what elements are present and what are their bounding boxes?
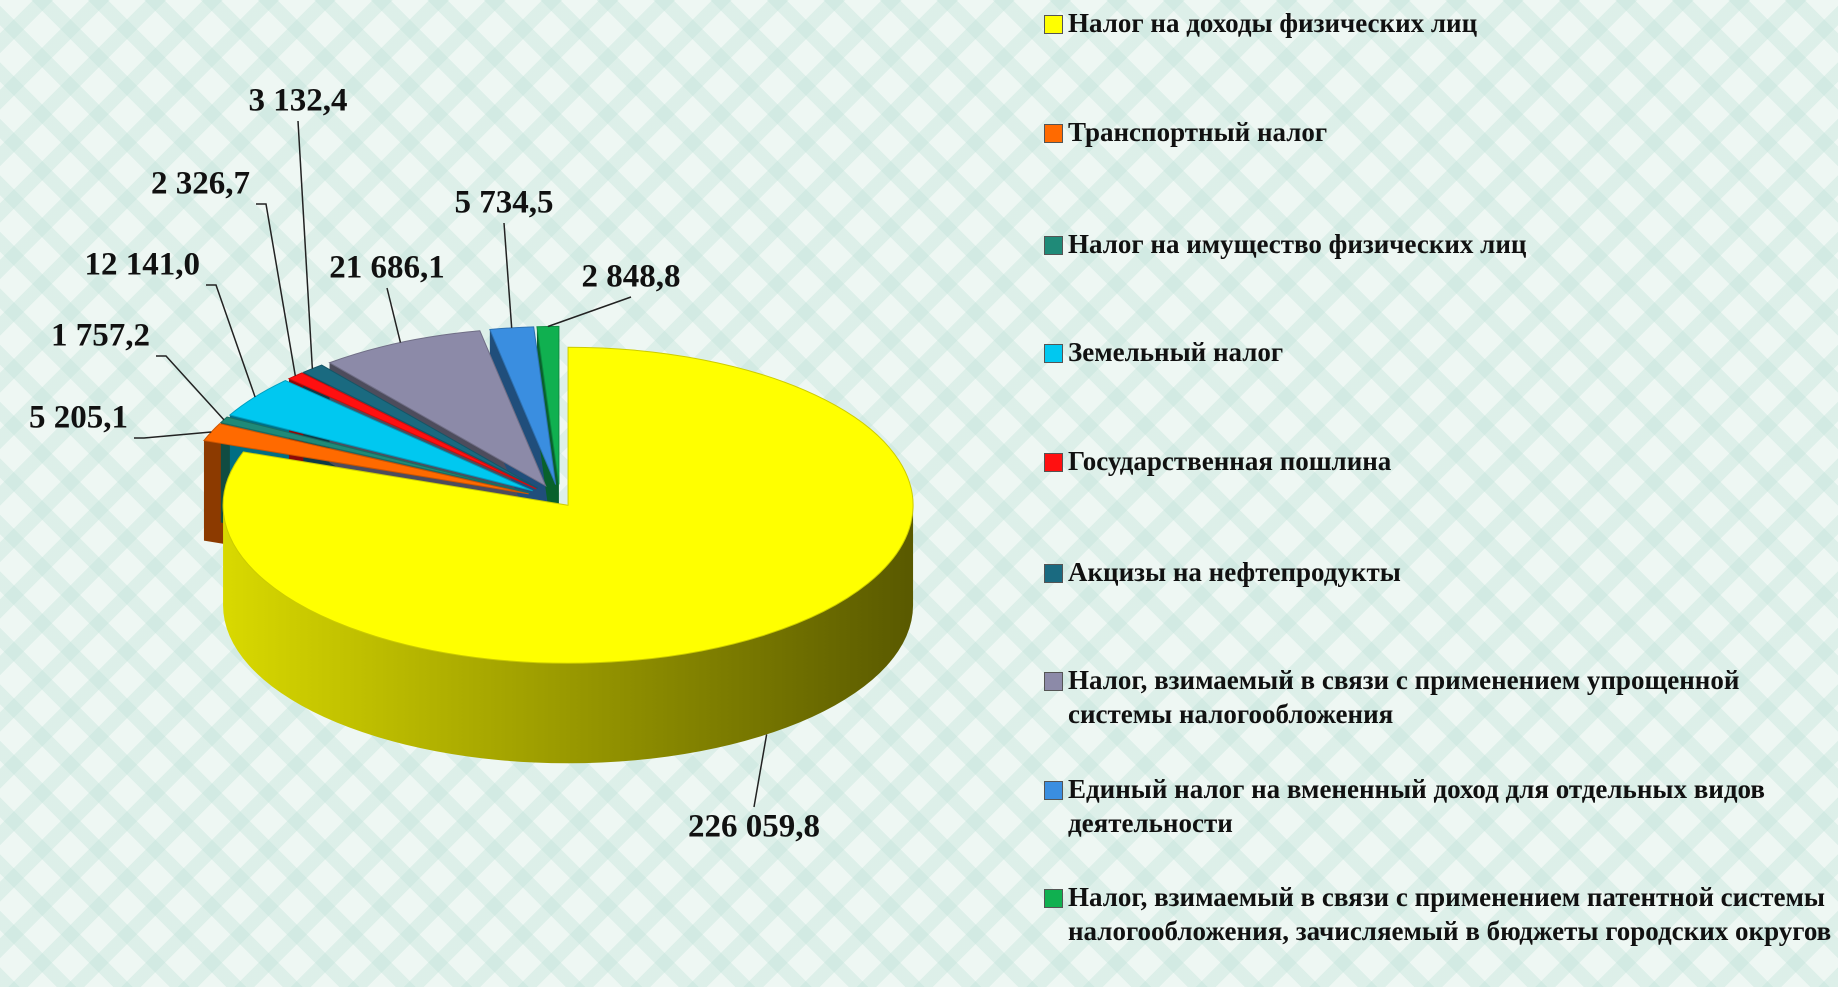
legend-label: Налог, взимаемый в связи с применением п… xyxy=(1068,882,1832,946)
legend-swatch xyxy=(1044,124,1063,143)
leader-line xyxy=(156,355,225,421)
leader-line xyxy=(503,222,513,328)
legend-label: Акцизы на нефтепродукты xyxy=(1068,557,1401,587)
legend-swatch xyxy=(1044,781,1063,800)
data-label: 2 848,8 xyxy=(582,259,681,295)
data-label: 3 132,4 xyxy=(249,83,348,119)
slice xyxy=(287,372,537,490)
legend-item: Транспортный налог xyxy=(1040,115,1835,149)
slice xyxy=(328,330,547,488)
legend-label: Транспортный налог xyxy=(1068,117,1328,147)
leader-line xyxy=(297,120,314,369)
legend-label: Единый налог на вмененный доход для отде… xyxy=(1068,774,1765,838)
slice xyxy=(536,325,560,485)
leader-line xyxy=(134,431,212,439)
legend-swatch xyxy=(1044,672,1063,691)
slice-side xyxy=(223,505,914,764)
data-label: 5 734,5 xyxy=(455,185,554,221)
legend-swatch xyxy=(1044,15,1063,34)
leader-line xyxy=(256,203,297,376)
data-label: 5 205,1 xyxy=(29,400,128,436)
slice xyxy=(219,416,530,494)
legend-label: Налог на доходы физических лиц xyxy=(1068,8,1478,38)
legend-swatch xyxy=(1044,344,1063,363)
legend-item: Налог на доходы физических лиц xyxy=(1040,6,1835,40)
data-label: 226 059,8 xyxy=(688,809,820,845)
legend-item: Государственная пошлина xyxy=(1040,444,1835,478)
leader-line xyxy=(386,287,402,343)
legend-label: Налог на имущество физических лиц xyxy=(1068,229,1527,259)
legend-item: Налог, взимаемый в связи с применением у… xyxy=(1040,663,1835,731)
legend-item: Единый налог на вмененный доход для отде… xyxy=(1040,772,1835,840)
data-label: 2 326,7 xyxy=(151,166,250,202)
legend-label: Государственная пошлина xyxy=(1068,446,1392,476)
slice xyxy=(228,380,533,492)
leader-line xyxy=(547,296,632,328)
leader-line xyxy=(206,284,256,398)
legend-label: Налог, взимаемый в связи с применением у… xyxy=(1068,665,1740,729)
legend-item: Налог на имущество физических лиц xyxy=(1040,227,1835,261)
leader-line xyxy=(753,734,768,808)
data-label: 12 141,0 xyxy=(85,247,201,283)
legend-swatch xyxy=(1044,889,1063,908)
legend-item: Налог, взимаемый в связи с применением п… xyxy=(1040,880,1835,948)
legend-label: Земельный налог xyxy=(1068,337,1284,367)
slice xyxy=(222,346,914,664)
data-label: 1 757,2 xyxy=(51,318,150,354)
legend-swatch xyxy=(1044,564,1063,583)
legend-item: Земельный налог xyxy=(1040,335,1835,369)
legend-swatch xyxy=(1044,453,1063,472)
data-label: 21 686,1 xyxy=(329,250,445,286)
legend-item: Акцизы на нефтепродукты xyxy=(1040,555,1835,589)
slice xyxy=(203,423,529,495)
legend-swatch xyxy=(1044,236,1063,255)
chart: 226 059,8 5 205,1 1 757,2 12 141,0 2 326,7 3 … xyxy=(29,83,914,845)
